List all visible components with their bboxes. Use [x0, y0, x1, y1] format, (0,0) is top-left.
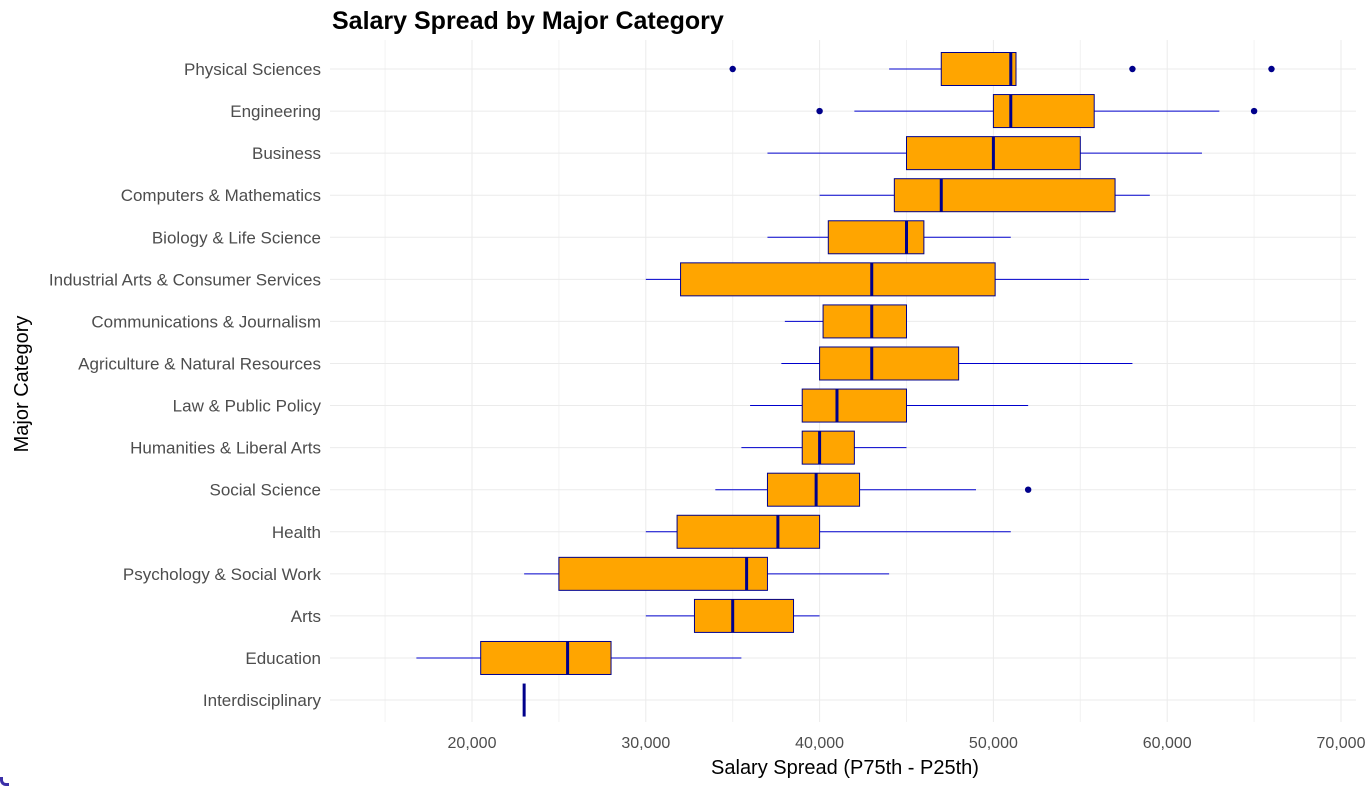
- category-label: Education: [245, 649, 321, 668]
- box-arts: [645, 598, 820, 633]
- category-label: Business: [252, 144, 321, 163]
- iqr-box: [766, 472, 861, 507]
- y-axis-title: Major Category: [11, 316, 33, 453]
- box-plot-series: [416, 52, 1275, 717]
- category-label: Computers & Mathematics: [121, 186, 321, 205]
- category-label: Biology & Life Science: [152, 228, 321, 247]
- category-label: Physical Sciences: [184, 60, 321, 79]
- box-communications-journalism: [784, 304, 907, 339]
- category-label: Industrial Arts & Consumer Services: [49, 270, 321, 289]
- category-label: Health: [272, 523, 321, 542]
- iqr-box: [801, 430, 855, 465]
- iqr-box: [992, 94, 1095, 129]
- category-label: Humanities & Liberal Arts: [130, 439, 321, 458]
- box-biology-life-science: [767, 220, 1011, 255]
- box-psychology-social-work: [524, 556, 890, 591]
- x-tick-label: 30,000: [621, 735, 670, 752]
- x-tick-label: 70,000: [1317, 735, 1366, 752]
- outlier-point: [729, 65, 736, 73]
- box-computers-mathematics: [819, 178, 1150, 213]
- iqr-box: [822, 304, 907, 339]
- box-agriculture-natural-resources: [781, 346, 1133, 381]
- category-label: Arts: [291, 607, 321, 626]
- x-tick-label: 50,000: [969, 735, 1018, 752]
- iqr-box: [940, 52, 1017, 86]
- category-label: Law & Public Policy: [173, 397, 322, 416]
- x-tick-label: 20,000: [448, 735, 497, 752]
- category-axis-labels: Physical Sciences Engineering Business Comp…: [49, 60, 322, 710]
- category-label: Engineering: [230, 102, 321, 121]
- iqr-box: [480, 640, 612, 675]
- outlier-point: [1250, 107, 1258, 115]
- outlier-point: [1129, 65, 1136, 73]
- box-health: [645, 514, 1011, 549]
- iqr-box: [558, 556, 768, 591]
- iqr-box: [893, 178, 1116, 213]
- category-label: Social Science: [209, 481, 321, 500]
- grid-lines: [330, 40, 1356, 722]
- category-label: Communications & Journalism: [91, 312, 321, 331]
- iqr-box: [819, 346, 960, 381]
- category-label: Interdisciplinary: [203, 691, 322, 710]
- box-engineering: [816, 94, 1258, 129]
- box-business: [767, 136, 1202, 171]
- chart-title: Salary Spread by Major Category: [332, 7, 724, 35]
- iqr-box: [693, 598, 795, 633]
- box-industrial-arts-consumer-services: [645, 262, 1089, 297]
- iqr-box: [801, 388, 907, 423]
- box-education: [416, 640, 742, 675]
- x-tick-label: 40,000: [795, 735, 844, 752]
- box-social-science: [715, 472, 1032, 507]
- x-axis-title: Salary Spread (P75th - P25th): [711, 757, 979, 779]
- x-tick-label: 60,000: [1143, 735, 1192, 752]
- iqr-box: [827, 220, 925, 255]
- outlier-point: [816, 107, 823, 115]
- value-axis-labels: 20,000 30,000 40,000 50,000 60,000 70,000: [448, 735, 1366, 752]
- outlier-point: [1268, 65, 1275, 73]
- outlier-point: [1024, 486, 1032, 493]
- iqr-box: [680, 262, 996, 297]
- iqr-box: [676, 514, 821, 549]
- box-physical-sciences: [729, 52, 1275, 86]
- category-label: Agriculture & Natural Resources: [78, 354, 321, 373]
- box-humanities-liberal-arts: [741, 430, 907, 465]
- category-label: Psychology & Social Work: [123, 565, 322, 584]
- box-law-public-policy: [750, 388, 1029, 423]
- window-corner: [0, 777, 9, 786]
